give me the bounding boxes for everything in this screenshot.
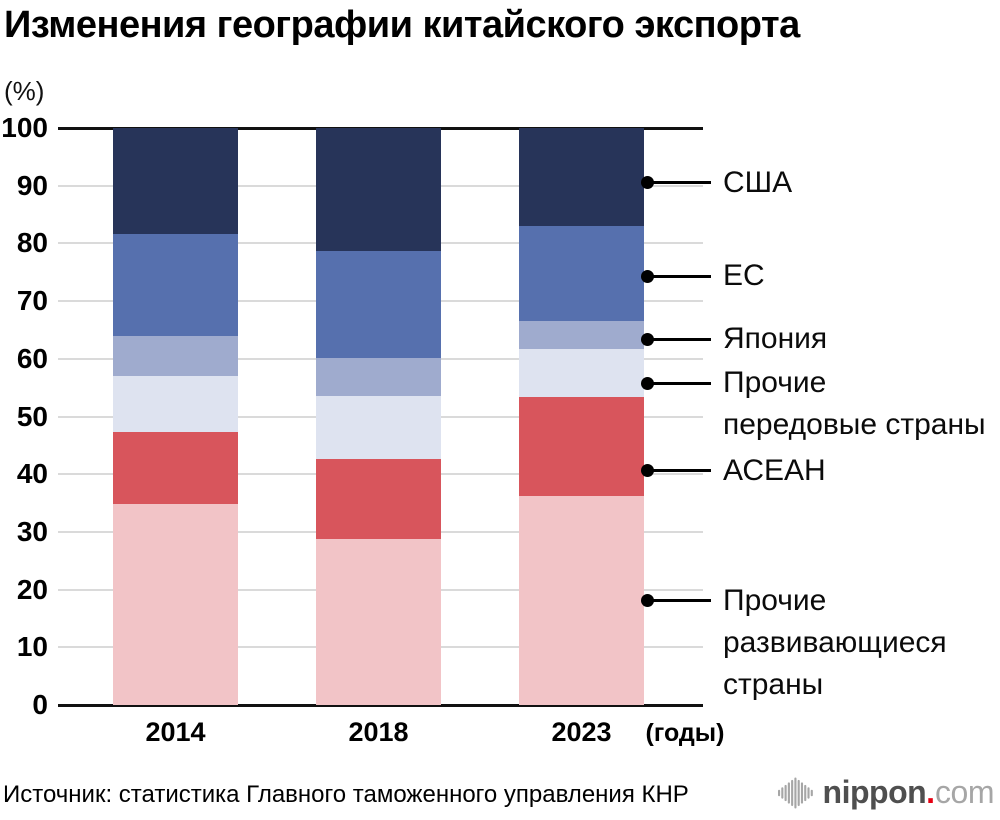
legend-label-1: ЕС [723, 259, 765, 293]
soundwave-icon [777, 776, 813, 809]
callout-line-4 [647, 469, 711, 473]
bar-segment-2018 [316, 251, 441, 359]
callout-line-1 [647, 274, 711, 278]
logo-text-dot: . [926, 774, 936, 810]
chart-title: Изменения географии китайского экспорта [4, 4, 800, 46]
bar-segment-2023 [519, 321, 644, 349]
bar-segment-2014 [113, 336, 238, 377]
bar-segment-2023 [519, 225, 644, 322]
y-tick-label-0: 0 [32, 689, 48, 720]
y-tick-label-60: 60 [16, 342, 48, 374]
bar-segment-2023 [519, 496, 644, 705]
y-tick-label-70: 70 [16, 285, 48, 317]
y-tick-label-20: 20 [16, 573, 48, 605]
y-tick-label-50: 50 [16, 400, 48, 432]
bar-segment-2023 [519, 348, 644, 397]
y-tick-label-90: 90 [16, 169, 48, 201]
source-note: Источник: статистика Главного таможенног… [3, 781, 689, 808]
y-tick-label-10: 10 [16, 631, 48, 663]
bar-segment-2014 [113, 234, 238, 337]
y-tick-label-40: 40 [16, 458, 48, 490]
bar-segment-2023 [519, 396, 644, 497]
callout-dot-3 [641, 376, 654, 390]
callout-dot-4 [641, 464, 654, 478]
bar-segment-2023 [519, 128, 644, 226]
x-axis-years-suffix: (годы) [645, 719, 725, 747]
bar-segment-2014 [113, 128, 238, 235]
legend-label-0: США [723, 165, 793, 199]
bar-segment-2018 [316, 128, 441, 252]
x-tick-label-2014: 2014 [145, 717, 206, 747]
x-tick-label-2023: 2023 [551, 717, 612, 747]
legend-label-2: Япония [723, 322, 828, 356]
callout-dot-5 [641, 594, 654, 608]
x-tick-label-2018: 2018 [348, 717, 409, 747]
x-axis-line [58, 703, 703, 707]
bar-segment-2018 [316, 458, 441, 540]
callout-line-3 [647, 381, 711, 385]
callout-dot-2 [641, 332, 654, 346]
logo-text-nippon: nippon [822, 774, 927, 810]
y-tick-label-100: 100 [1, 112, 48, 143]
legend-label-3: Прочие передовые страны [723, 366, 986, 442]
y-axis-unit-label: (%) [4, 76, 45, 106]
callout-line-2 [647, 337, 711, 341]
legend-label-4: АСЕАН [723, 453, 826, 487]
logo-text-tld: com [935, 774, 994, 810]
bar-segment-2018 [316, 395, 441, 459]
callout-line-5 [647, 599, 711, 603]
bar-segment-2014 [113, 504, 238, 705]
callout-dot-1 [641, 269, 654, 283]
bar-segment-2014 [113, 432, 238, 505]
nippon-logo: nippon. com [777, 774, 994, 811]
bar-segment-2014 [113, 376, 238, 433]
callout-dot-0 [641, 176, 654, 190]
callout-line-0 [647, 181, 711, 185]
bar-segment-2018 [316, 539, 441, 705]
bar-segment-2018 [316, 358, 441, 396]
legend-label-5: Прочие развивающиеся страны [723, 583, 947, 701]
y-tick-label-30: 30 [16, 515, 48, 547]
y-tick-label-80: 80 [16, 227, 48, 259]
